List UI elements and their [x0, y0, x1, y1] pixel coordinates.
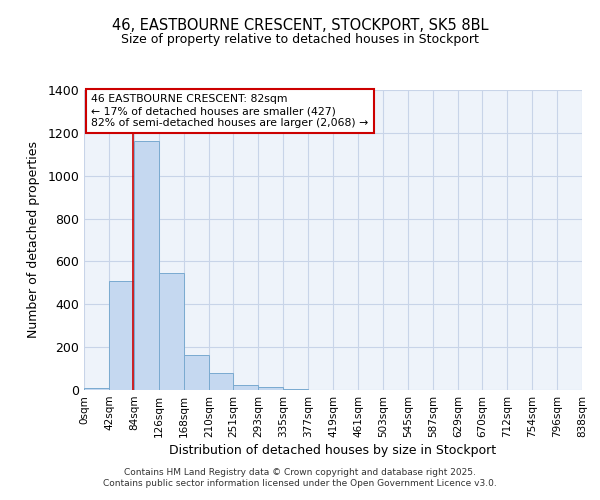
Text: 46, EASTBOURNE CRESCENT, STOCKPORT, SK5 8BL: 46, EASTBOURNE CRESCENT, STOCKPORT, SK5 … — [112, 18, 488, 32]
Bar — [184, 354, 209, 390]
Text: Size of property relative to detached houses in Stockport: Size of property relative to detached ho… — [121, 32, 479, 46]
Bar — [258, 387, 283, 390]
Bar — [209, 373, 233, 390]
Bar — [159, 273, 184, 390]
X-axis label: Distribution of detached houses by size in Stockport: Distribution of detached houses by size … — [169, 444, 497, 457]
Bar — [134, 142, 159, 390]
Bar — [84, 388, 109, 390]
Text: Contains HM Land Registry data © Crown copyright and database right 2025.
Contai: Contains HM Land Registry data © Crown c… — [103, 468, 497, 487]
Bar — [109, 280, 134, 390]
Text: 46 EASTBOURNE CRESCENT: 82sqm
← 17% of detached houses are smaller (427)
82% of : 46 EASTBOURNE CRESCENT: 82sqm ← 17% of d… — [91, 94, 369, 128]
Bar — [283, 389, 308, 390]
Bar — [233, 384, 258, 390]
Y-axis label: Number of detached properties: Number of detached properties — [28, 142, 40, 338]
